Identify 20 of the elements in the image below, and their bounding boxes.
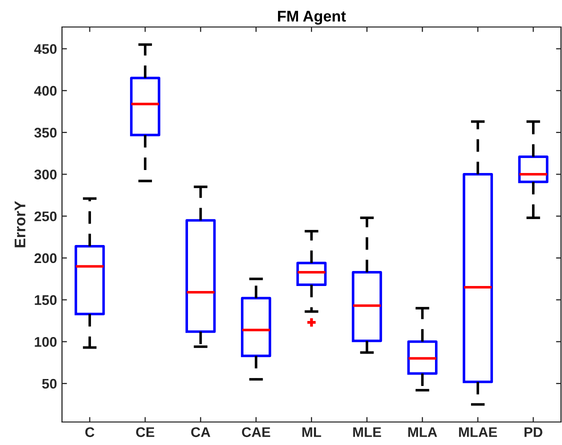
y-tick-label: 100 bbox=[34, 336, 57, 347]
x-tick-label: CAE bbox=[242, 427, 270, 438]
y-tick-label: 150 bbox=[34, 295, 57, 305]
x-tick-label: C bbox=[85, 427, 94, 438]
y-tick-label: 400 bbox=[34, 86, 57, 96]
x-tick-label: MLAE bbox=[459, 427, 497, 437]
y-tick-label: 50 bbox=[42, 378, 57, 389]
x-tick-label: CA bbox=[191, 427, 210, 438]
y-tick-label: 350 bbox=[34, 128, 57, 138]
x-tick-label: ML bbox=[302, 427, 322, 437]
y-tick-label: 250 bbox=[34, 211, 57, 222]
y-tick-label: 450 bbox=[34, 44, 57, 54]
chart-title: FM Agent bbox=[278, 10, 346, 25]
x-tick-label: MLE bbox=[353, 427, 382, 437]
y-tick-label: 200 bbox=[34, 253, 57, 264]
x-tick-label: PD bbox=[524, 427, 542, 437]
y-axis-title: ErrorY bbox=[14, 200, 26, 248]
x-tick-label: CE bbox=[136, 427, 154, 438]
y-tick-label: 300 bbox=[34, 170, 57, 180]
x-tick-label: MLA bbox=[408, 427, 438, 437]
